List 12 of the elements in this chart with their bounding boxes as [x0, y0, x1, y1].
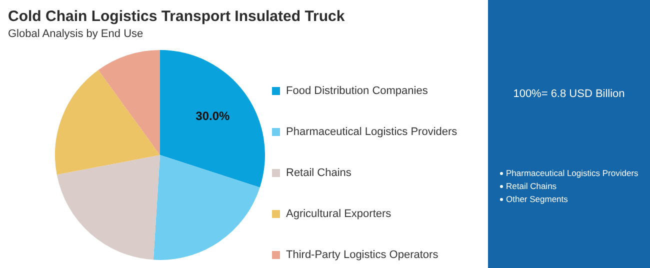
legend-label: Third-Party Logistics Operators: [286, 248, 438, 260]
chart-subtitle: Global Analysis by End Use: [8, 28, 144, 40]
legend-label: Agricultural Exporters: [286, 208, 392, 220]
data-label: 30.0%: [196, 109, 230, 124]
chart-title: Cold Chain Logistics Transport Insulated Truck: [8, 8, 345, 25]
text: 100%= 6.8 USD Billion: [512, 88, 626, 100]
legend-label: Food Distribution Companies: [286, 84, 428, 96]
text: Retail Chains: [506, 181, 557, 191]
text: Other Segments: [506, 194, 568, 204]
text: Pharmaceutical Logistics Providers: [506, 168, 638, 178]
legend-label: Pharmaceutical Logistics Providers: [286, 126, 458, 138]
legend-label: Retail Chains: [286, 166, 352, 178]
